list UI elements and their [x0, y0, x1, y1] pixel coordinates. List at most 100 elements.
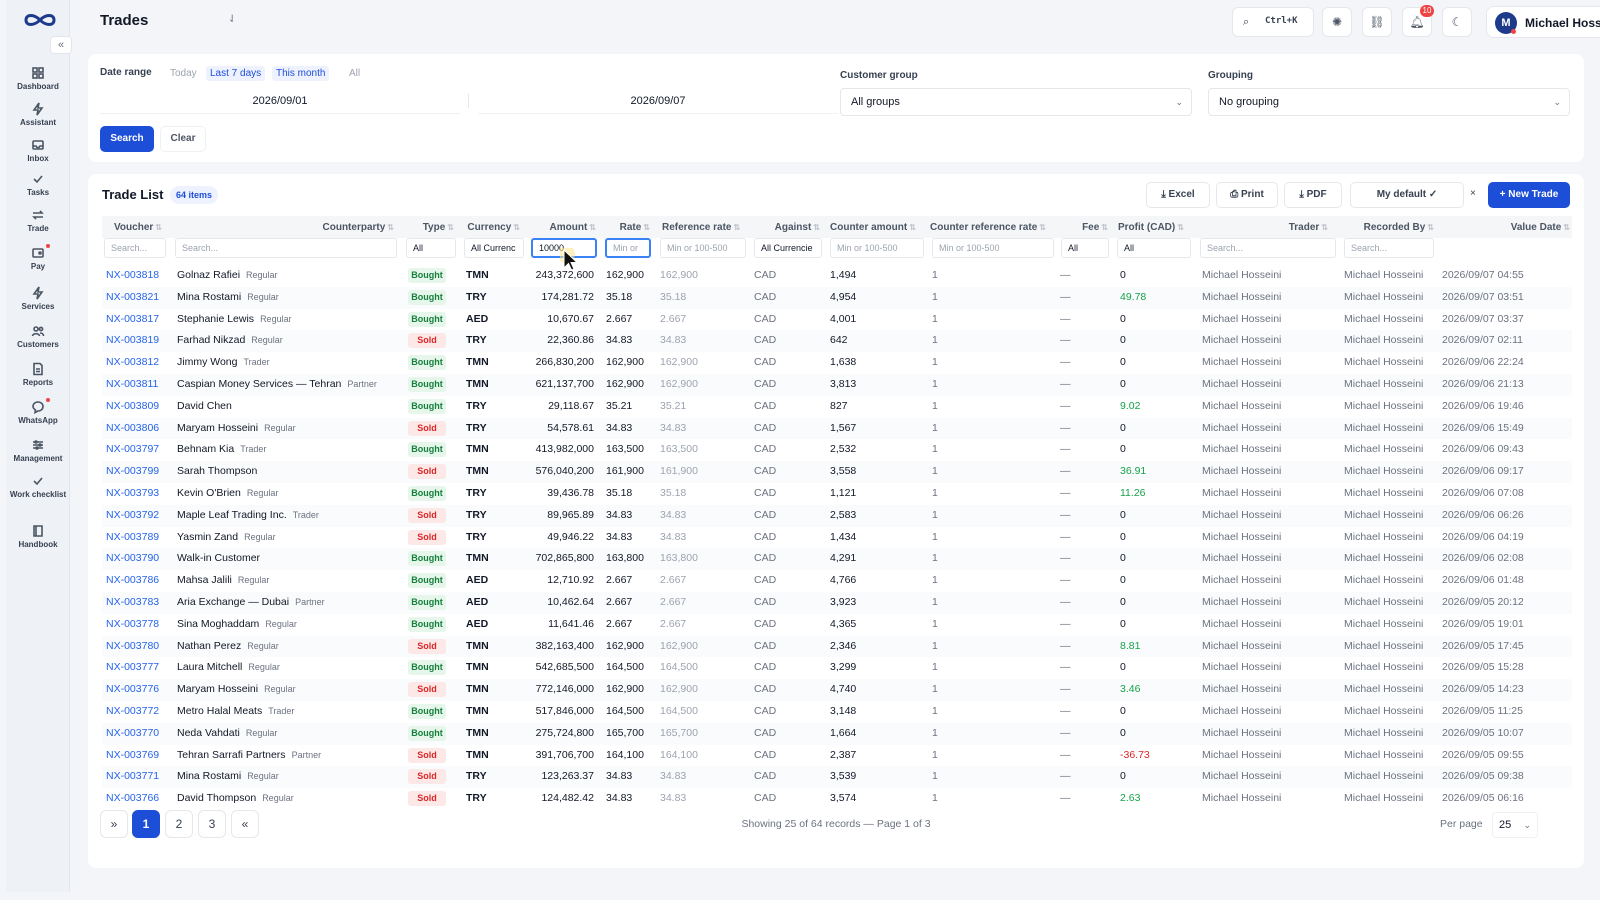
clear-button[interactable]: Clear [160, 126, 206, 152]
voucher-link[interactable]: NX-003792 [106, 505, 159, 526]
filter-type[interactable]: All [406, 238, 456, 258]
export-excel-button[interactable]: ⤓ Excel [1146, 182, 1210, 208]
per-page-select[interactable]: 25 ⌄ [1492, 812, 1538, 838]
sidebar-item-inbox[interactable]: Inbox [6, 138, 70, 163]
column-header-voucher[interactable]: Voucher ⇅ [114, 218, 164, 238]
column-header-counterparty[interactable]: Counterparty ⇅ [264, 218, 395, 238]
sidebar-item-management[interactable]: Management [6, 438, 70, 463]
table-row[interactable]: NX-003811 Caspian Money Services — Tehran… [102, 374, 1572, 396]
sidebar-item-work-checklist[interactable]: Work checklist [6, 474, 70, 499]
new-trade-button[interactable]: + New Trade [1488, 182, 1570, 208]
link-button[interactable]: ⛓ [1362, 7, 1392, 37]
range-chip-last-7-days[interactable]: Last 7 days [206, 66, 266, 81]
table-row[interactable]: NX-003770 Neda Vahdati Regular Bought TMN 275… [102, 722, 1572, 745]
print-button[interactable]: ⎙ Print [1216, 182, 1278, 208]
table-row[interactable]: NX-003812 Jimmy Wong Trader Bought TMN 266,83… [102, 352, 1572, 374]
sidebar-item-tasks[interactable]: Tasks [6, 172, 70, 197]
table-row[interactable]: NX-003769 Tehran Sarrafi Partners Partner S… [102, 745, 1572, 767]
close-icon[interactable]: × [1470, 188, 1476, 199]
export-pdf-button[interactable]: ⤓ PDF [1284, 182, 1342, 208]
table-row[interactable]: NX-003776 Maryam Hosseini Regular Sold TMN 77… [102, 679, 1572, 701]
voucher-link[interactable]: NX-003770 [106, 723, 159, 744]
pagination-page-3[interactable]: 3 [198, 810, 226, 838]
theme-toggle-button[interactable]: ☾ [1442, 7, 1472, 37]
column-header-recorded-by[interactable]: Recorded By ⇅ [1344, 218, 1434, 238]
table-row[interactable]: NX-003771 Mina Rostami Regular Sold TRY 123,2… [102, 766, 1572, 789]
table-row[interactable]: NX-003818 Golnaz Rafiei Regular Bought TMN 24… [102, 265, 1572, 287]
notifications-button[interactable]: 🔔︎ 10 [1402, 5, 1434, 37]
voucher-link[interactable]: NX-003780 [106, 636, 159, 657]
table-row[interactable]: NX-003799 Sarah Thompson Sold TMN 576,040,20… [102, 461, 1572, 483]
sidebar-item-assistant[interactable]: Assistant [6, 102, 70, 127]
sidebar-item-customers[interactable]: Customers [6, 324, 70, 349]
voucher-link[interactable]: NX-003786 [106, 570, 159, 591]
column-header-type[interactable]: Type ⇅ [406, 218, 454, 238]
pin-icon[interactable]: ⇃ [228, 14, 237, 25]
sidebar-item-pay[interactable]: Pay [6, 244, 70, 271]
column-header-counter-amount[interactable]: Counter amount ⇅ [830, 218, 920, 238]
sidebar-item-dashboard[interactable]: Dashboard [6, 66, 70, 91]
filter-counterparty[interactable]: Search... [175, 238, 397, 258]
voucher-link[interactable]: NX-003777 [106, 657, 159, 678]
column-header-profit-cad[interactable]: Profit (CAD) ⇅ [1118, 218, 1188, 238]
voucher-link[interactable]: NX-003783 [106, 592, 159, 613]
view-preset-button[interactable]: My default ✓ [1350, 182, 1464, 208]
bug-report-button[interactable]: ✺ [1322, 7, 1352, 37]
sidebar-collapse-button[interactable]: « [50, 36, 72, 54]
voucher-link[interactable]: NX-003772 [106, 701, 159, 722]
table-row[interactable]: NX-003783 Aria Exchange — Dubai Partner Bou… [102, 592, 1572, 614]
filter-fee[interactable]: All [1061, 238, 1109, 258]
pagination-first[interactable]: » [100, 810, 128, 838]
sidebar-item-handbook[interactable]: Handbook [6, 524, 70, 549]
voucher-link[interactable]: NX-003819 [106, 330, 159, 351]
voucher-link[interactable]: NX-003771 [106, 766, 159, 787]
range-chip-all[interactable]: All [349, 68, 361, 79]
column-header-rate[interactable]: Rate ⇅ [600, 218, 650, 238]
voucher-link[interactable]: NX-003776 [106, 679, 159, 700]
table-row[interactable]: NX-003819 Farhad Nikzad Regular Sold TRY 22,3… [102, 330, 1572, 353]
column-header-currency[interactable]: Currency ⇅ [464, 218, 520, 238]
voucher-link[interactable]: NX-003778 [106, 614, 159, 635]
table-row[interactable]: NX-003766 David Thompson Regular Sold TRY 124… [102, 788, 1572, 810]
column-header-value-date[interactable]: Value Date ⇅ [1442, 218, 1570, 238]
table-row[interactable]: NX-003806 Maryam Hosseini Regular Sold TRY 54… [102, 417, 1572, 440]
voucher-link[interactable]: NX-003766 [106, 788, 159, 809]
pagination-page-2[interactable]: 2 [165, 810, 193, 838]
column-header-reference-rate[interactable]: Reference rate ⇅ [662, 218, 746, 238]
user-menu[interactable]: M Michael Hosseini ▼ [1486, 6, 1600, 38]
table-row[interactable]: NX-003809 David Chen Bought TRY 29,118.67 35.… [102, 396, 1572, 418]
voucher-link[interactable]: NX-003812 [106, 352, 159, 373]
column-header-amount[interactable]: Amount ⇅ [528, 218, 596, 238]
filter-trader[interactable]: Search... [1200, 238, 1336, 258]
grouping-select[interactable]: No grouping ⌄ [1208, 88, 1570, 116]
table-row[interactable]: NX-003790 Walk-in Customer Bought TMN 702,86… [102, 548, 1572, 571]
table-row[interactable]: NX-003797 Behnam Kia Trader Bought TMN 413,98… [102, 439, 1572, 461]
table-row[interactable]: NX-003772 Metro Halal Meats Trader Bought TM… [102, 701, 1572, 723]
filter-profit[interactable]: All [1117, 238, 1191, 258]
date-to-input[interactable]: 2026/09/07 [478, 88, 838, 114]
column-header-counter-reference-rate[interactable]: Counter reference rate ⇅ [930, 218, 1054, 238]
customer-group-select[interactable]: All groups ⌄ [840, 88, 1192, 116]
date-from-input[interactable]: 2026/09/01 [100, 88, 460, 114]
table-row[interactable]: NX-003821 Mina Rostami Regular Bought TRY 174… [102, 286, 1572, 309]
voucher-link[interactable]: NX-003817 [106, 309, 159, 330]
table-row[interactable]: NX-003777 Laura Mitchell Regular Bought TMN 5… [102, 657, 1572, 679]
pagination-page-1[interactable]: 1 [132, 810, 160, 838]
global-search-button[interactable]: ⌕ Ctrl+K [1232, 7, 1314, 37]
voucher-link[interactable]: NX-003818 [106, 265, 159, 286]
filter-rate[interactable]: Min or [605, 238, 651, 258]
voucher-link[interactable]: NX-003821 [106, 287, 159, 308]
voucher-link[interactable]: NX-003769 [106, 745, 159, 766]
table-row[interactable]: NX-003778 Sina Moghaddam Regular Bought AED 1… [102, 614, 1572, 636]
column-header-against[interactable]: Against ⇅ [758, 218, 820, 238]
sidebar-item-reports[interactable]: Reports [6, 362, 70, 387]
filter-counter-amount[interactable]: Min or 100-500 [830, 238, 924, 258]
sidebar-item-whatsapp[interactable]: WhatsApp [6, 398, 70, 425]
voucher-link[interactable]: NX-003793 [106, 483, 159, 504]
voucher-link[interactable]: NX-003806 [106, 418, 159, 439]
column-header-trader[interactable]: Trader ⇅ [1238, 218, 1328, 238]
app-logo[interactable] [22, 10, 58, 30]
voucher-link[interactable]: NX-003809 [106, 396, 159, 417]
filter-recorded-by[interactable]: Search... [1344, 238, 1434, 258]
range-chip-today[interactable]: Today [170, 68, 197, 79]
